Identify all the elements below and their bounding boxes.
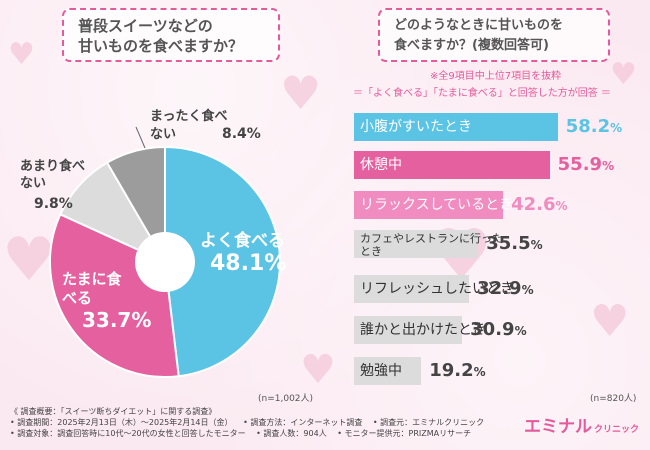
pie-label-never: まったく食べない xyxy=(150,108,228,144)
pie-label-sometimes-text: たまに食べる xyxy=(62,270,122,307)
pie-label-sometimes: たまに食べる 33.7% xyxy=(62,270,151,332)
pie-leader-line xyxy=(135,126,146,149)
survey-footer: 《 調査概要：「スイーツ断ちダイエット」に関する調査》 • 調査期間：2025年… xyxy=(10,406,492,439)
bar-value-unit: % xyxy=(530,238,543,252)
bar xyxy=(354,275,470,303)
footer-count: • 調査人数：904人 xyxy=(256,429,327,438)
bar-category-label: 誰かと出かけたとき xyxy=(360,322,486,338)
bar-value-label: 32.9 xyxy=(477,278,522,299)
heart-icon: ♥ xyxy=(8,37,35,72)
logo-main: エミナル xyxy=(524,417,592,437)
bar-category-label: 休憩中 xyxy=(360,157,402,173)
bar xyxy=(354,151,550,179)
bar-sample-size: (n=820人) xyxy=(590,394,637,404)
bar xyxy=(354,113,558,141)
bar-value: 19.2% xyxy=(429,357,485,385)
bar-value-label: 58.2 xyxy=(565,116,611,137)
heart-icon: ♥ xyxy=(590,296,630,347)
bar-value-unit: % xyxy=(555,199,568,213)
heart-icon: ♥ xyxy=(610,57,637,92)
bar-value: 42.6% xyxy=(511,191,567,219)
bar xyxy=(354,316,463,344)
bar-value: 58.2% xyxy=(566,113,622,141)
heart-icon: ♥ xyxy=(280,66,322,120)
note-top: ※全9項目中上位7項目を抜粋 xyxy=(430,71,562,82)
footer-period: • 調査期間：2025年2月13日（木）〜2025年2月14日（金） xyxy=(10,418,233,427)
bar-category-label: 勉強中 xyxy=(360,363,402,379)
bar-value: 55.9% xyxy=(558,151,614,179)
pie-value-sometimes: 33.7% xyxy=(82,308,152,332)
bar-value-unit: % xyxy=(514,324,527,338)
pie-value-often: 48.1% xyxy=(210,251,287,276)
bar xyxy=(354,230,479,258)
pie-label-rarely-text: あまり食べない xyxy=(20,159,86,191)
bar-value-label: 35.5 xyxy=(486,233,531,254)
pie-slice xyxy=(105,145,166,266)
pie-slice xyxy=(164,145,281,378)
bar-value-label: 19.2 xyxy=(429,360,474,381)
bar-value-unit: % xyxy=(602,159,615,173)
pie-label-rarely: あまり食べない 9.8% xyxy=(20,158,86,212)
pie-question-line1: 普段スイーツなどの xyxy=(78,17,213,35)
footer-title: 《 調査概要：「スイーツ断ちダイエット」に関する調査》 xyxy=(10,407,217,416)
pie-label-never-text: まったく食べない xyxy=(150,109,228,142)
bar xyxy=(354,357,422,385)
bar-category-label: リラックスしているとき xyxy=(360,197,514,213)
bar-category-label: リフレッシュしたいとき xyxy=(360,281,514,297)
pie-label-often-text: よく食べる xyxy=(200,231,285,251)
logo-sub: クリニック xyxy=(594,425,640,435)
note-answer: ＝「よく食べる」「たまに食べる」と回答した方が回答 ＝ xyxy=(353,88,611,99)
footer-target: • 調査対象：調査回答時に10代〜20代の女性と回答したモニター xyxy=(10,429,246,438)
heart-icon: ♥ xyxy=(300,347,336,393)
pie-label-often: よく食べる 48.1% xyxy=(200,226,286,276)
clinic-logo: エミナル クリニック xyxy=(524,412,639,437)
pie-value-never: 8.4% xyxy=(222,126,261,142)
bar-value: 35.5% xyxy=(486,230,542,258)
pie-center-hole xyxy=(135,232,195,292)
bar-value: 32.9% xyxy=(477,275,533,303)
bar-value-label: 55.9 xyxy=(557,154,603,175)
bar-category-label: 小腹がすいたとき xyxy=(360,119,472,135)
footer-method: • 調査方法：インターネット調査 xyxy=(243,418,363,427)
bar-question-line2: 食べますか？(複数回答可) xyxy=(394,38,549,53)
pie-question-title: 普段スイーツなどの 甘いものを食べますか？ xyxy=(62,8,280,62)
footer-provider: • モニター提供元：PRIZMAリサーチ xyxy=(337,429,472,438)
bar-value-unit: % xyxy=(521,283,534,297)
pie-value-rarely: 9.8% xyxy=(34,196,73,212)
pie-sample-size: (n=1,002人) xyxy=(258,394,314,404)
bar-value-unit: % xyxy=(473,365,486,379)
footer-source: • 調査元：エミナルクリニック xyxy=(372,418,485,427)
bar-category-label: カフェやレストランに行ったとき xyxy=(360,232,503,258)
bar xyxy=(354,191,504,219)
bar-question-title: どのようなときに甘いものを 食べますか？(複数回答可) xyxy=(378,8,610,62)
bar-value-label: 30.9 xyxy=(470,319,515,340)
heart-icon: ♥ xyxy=(2,225,56,295)
bar-value-label: 42.6 xyxy=(511,194,556,215)
bar-value: 30.9% xyxy=(470,316,526,344)
pie-question-line2: 甘いものを食べますか？ xyxy=(78,37,244,55)
bar-value-unit: % xyxy=(610,121,623,135)
bar-question-line1: どのようなときに甘いものを xyxy=(394,18,564,33)
